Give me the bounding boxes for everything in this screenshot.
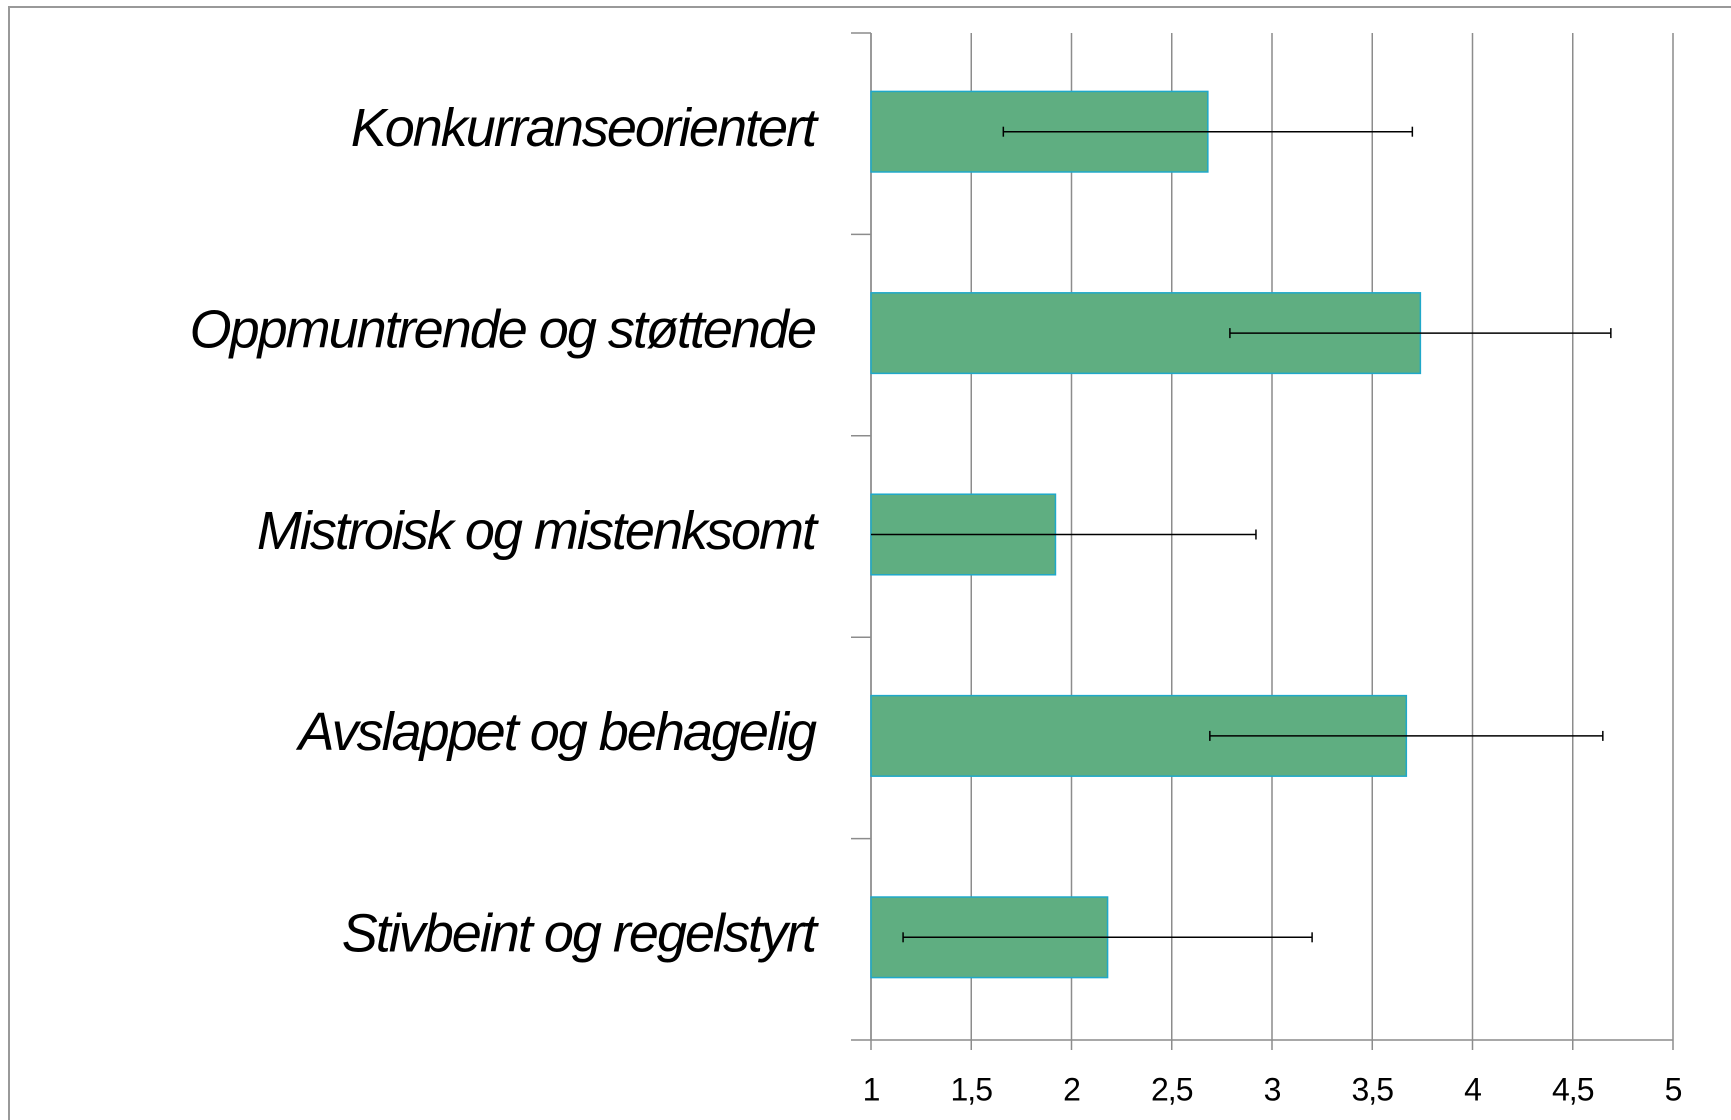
category-label: Avslappet og behagelig [296,702,817,762]
category-label: Konkurranseorientert [351,98,819,158]
category-label: Oppmuntrende og støttende [190,299,816,359]
error-bar [902,932,1313,943]
x-tick-label: 1,5 [951,1071,993,1107]
x-tick-label: 4 [1464,1071,1481,1107]
x-tick-label: 2 [1063,1071,1080,1107]
category-label: Stivbeint og regelstyrt [342,904,819,964]
category-label: Mistroisk og mistenksomt [257,501,819,561]
x-tick-label: 3,5 [1352,1071,1394,1107]
x-tick-label: 1 [863,1071,880,1107]
x-tick-label: 4,5 [1552,1071,1594,1107]
error-bar [1209,730,1604,741]
error-bar [1002,126,1414,137]
x-tick-label: 5 [1665,1071,1682,1107]
frame [8,6,1731,1120]
x-tick-label: 2,5 [1151,1071,1193,1107]
error-bar [1229,328,1612,339]
error-bar [871,529,1257,540]
x-tick-label: 3 [1264,1071,1281,1107]
